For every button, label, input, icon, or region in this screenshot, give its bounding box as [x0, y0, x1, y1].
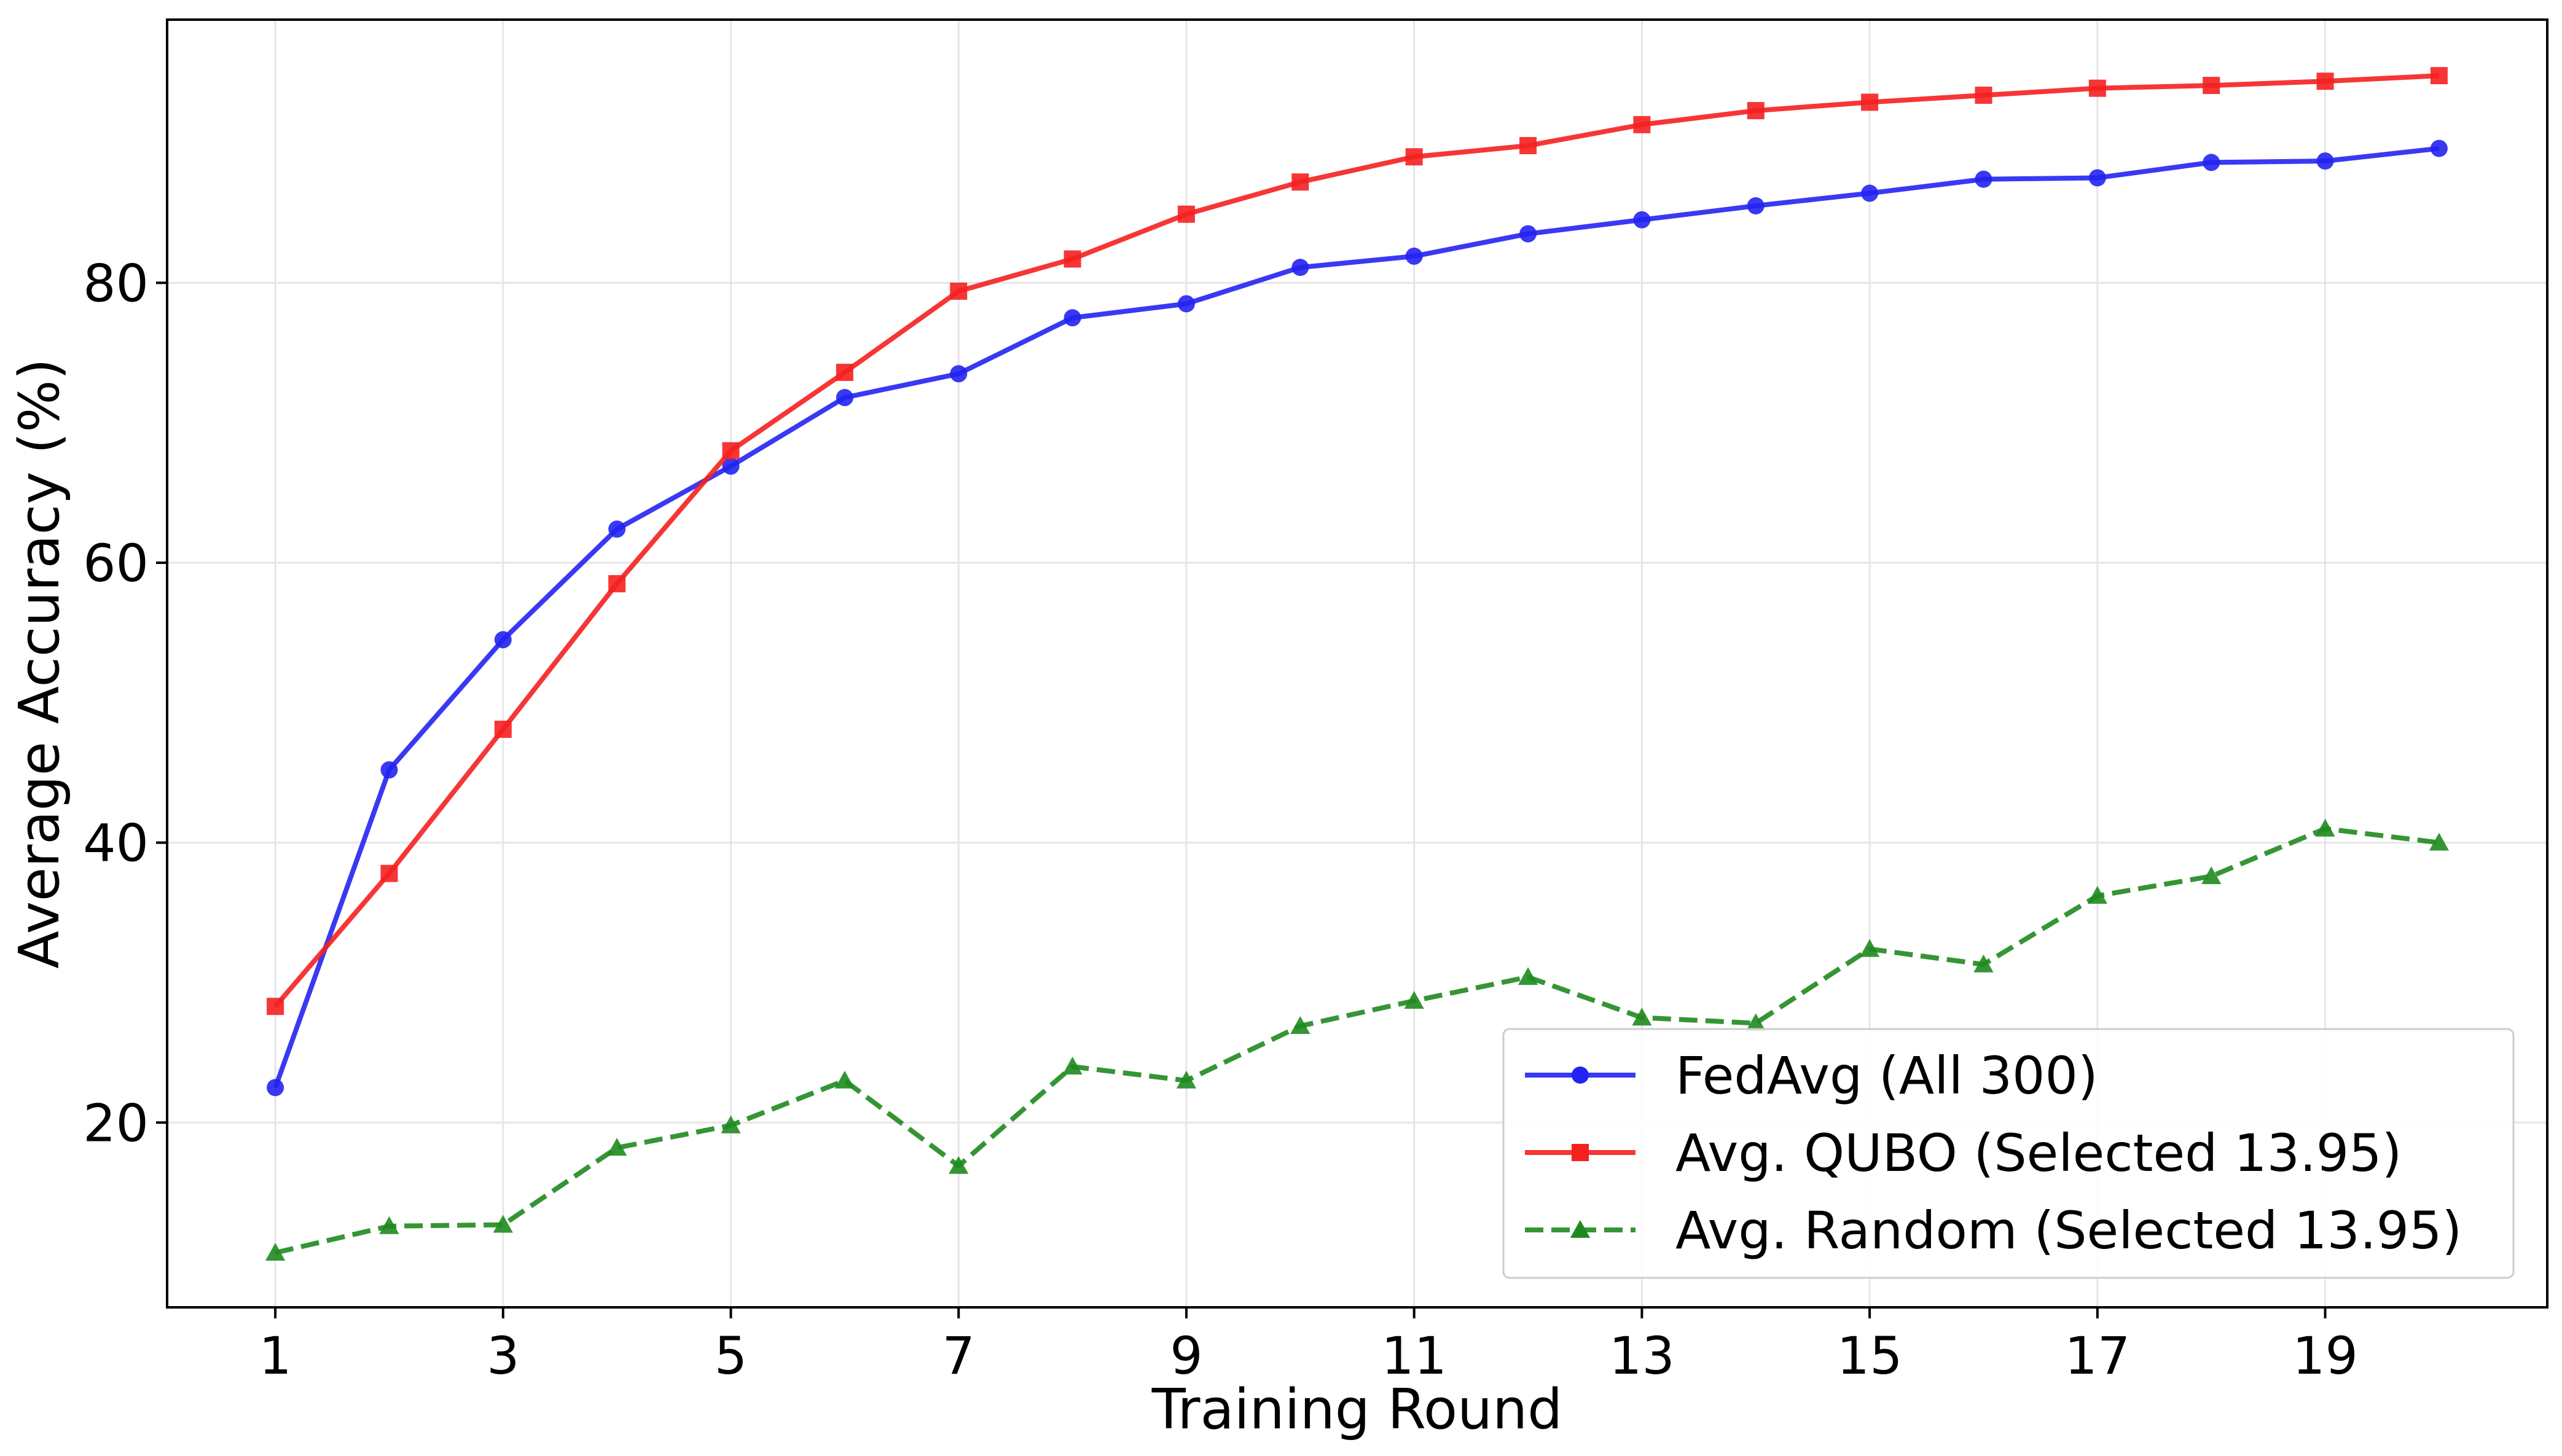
data-point [2203, 77, 2220, 95]
x-tick-label: 3 [487, 1326, 519, 1386]
data-point [1177, 205, 1195, 223]
data-point [836, 389, 853, 407]
data-point [1062, 1057, 1083, 1075]
data-point [380, 864, 398, 882]
x-tick-label: 17 [2064, 1326, 2130, 1386]
series-lines [265, 67, 2450, 1261]
data-point [493, 1215, 513, 1233]
grid [167, 20, 2547, 1307]
x-tick-label: 15 [1837, 1326, 1903, 1386]
data-point [1745, 1013, 1766, 1031]
data-point [1975, 170, 1992, 188]
data-point [2087, 886, 2107, 904]
data-point [1975, 87, 1992, 104]
data-point [265, 1243, 286, 1261]
data-point [1177, 295, 1195, 313]
data-point [2430, 67, 2448, 85]
data-point [494, 721, 512, 738]
y-tick-label: 80 [83, 253, 149, 313]
data-point [1405, 148, 1423, 166]
legend-marker [1572, 1067, 1589, 1084]
data-point [2088, 79, 2106, 97]
series-line [273, 73, 2440, 1008]
data-point [1632, 1008, 1652, 1026]
data-point [1519, 137, 1537, 155]
data-point [1064, 250, 1081, 268]
data-point [722, 442, 740, 460]
data-point [2203, 154, 2220, 171]
data-point [1861, 93, 1879, 111]
series-2 [265, 818, 2450, 1261]
data-point [494, 631, 512, 649]
data-point [608, 520, 626, 538]
data-point [267, 1079, 284, 1097]
data-point [1747, 102, 1765, 120]
legend-marker [1570, 1219, 1591, 1238]
x-axis-label: Training Round [1151, 1377, 1563, 1442]
data-point [1290, 1016, 1310, 1034]
data-point [950, 282, 968, 300]
series-line [275, 826, 2440, 1256]
data-point [1860, 939, 1880, 957]
data-point [607, 1138, 627, 1156]
legend-label: Avg. QUBO (Selected 13.95) [1675, 1123, 2402, 1183]
data-point [1633, 115, 1651, 133]
y-axis-label: Average Accuracy (%) [7, 358, 72, 968]
data-point [1633, 211, 1651, 229]
legend-label: FedAvg (All 300) [1675, 1046, 2098, 1106]
data-point [721, 1115, 741, 1133]
x-tick-label: 11 [1381, 1326, 1447, 1386]
data-point [608, 575, 626, 593]
data-point [1747, 197, 1765, 215]
data-point [379, 1216, 399, 1234]
data-point [1973, 954, 1994, 973]
data-point [267, 998, 284, 1016]
data-point [2430, 139, 2448, 157]
data-point [836, 364, 853, 382]
y-tick-label: 40 [83, 813, 149, 874]
data-point [2201, 866, 2222, 885]
data-point [1064, 309, 1081, 327]
x-tick-label: 7 [942, 1326, 975, 1386]
data-point [1861, 184, 1879, 202]
data-point [722, 457, 740, 475]
data-point [1176, 1070, 1197, 1089]
legend-box [1502, 1028, 2515, 1279]
y-tick-label: 60 [83, 533, 149, 593]
legend-marker [1572, 1144, 1589, 1161]
data-point [2316, 72, 2334, 90]
data-point [1404, 990, 1424, 1009]
data-point [950, 365, 968, 383]
data-point [1518, 967, 1538, 985]
series-0 [267, 139, 2448, 1097]
y-tick-label: 20 [83, 1093, 149, 1153]
data-point [380, 761, 398, 779]
legend-label: Avg. Random (Selected 13.95) [1675, 1200, 2462, 1261]
data-point [2429, 832, 2450, 851]
data-point [1519, 225, 1537, 243]
data-point [1291, 259, 1309, 276]
x-tick-label: 19 [2292, 1326, 2358, 1386]
series-1 [267, 67, 2448, 1016]
x-tick-label: 9 [1170, 1326, 1202, 1386]
x-tick-label: 5 [715, 1326, 747, 1386]
data-point [1405, 248, 1423, 265]
plot-area-frame [166, 18, 2548, 1309]
data-point [2316, 152, 2334, 170]
data-point [834, 1070, 855, 1089]
data-point [2315, 818, 2335, 837]
x-tick-label: 13 [1609, 1326, 1675, 1386]
data-point [1291, 173, 1309, 191]
legend: FedAvg (All 300) Avg. QUBO (Selected 13.9… [1502, 1028, 2515, 1279]
series-line [273, 146, 2440, 1089]
x-tick-label: 1 [259, 1326, 291, 1386]
data-point [2088, 169, 2106, 187]
data-point [949, 1156, 969, 1174]
